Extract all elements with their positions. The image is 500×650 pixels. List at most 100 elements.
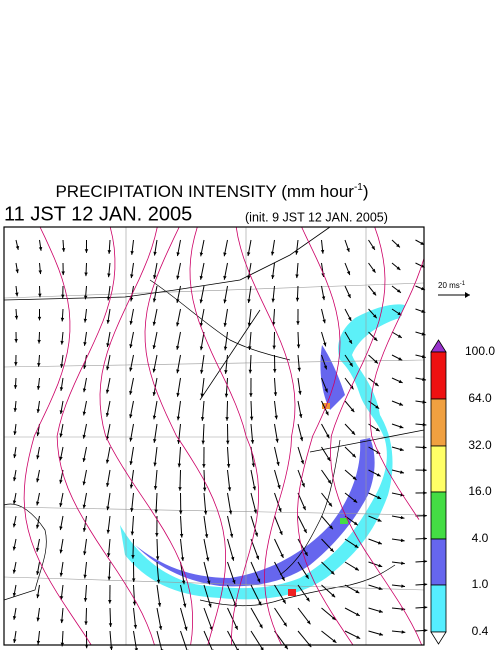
- wind-arrow-head: [371, 268, 376, 273]
- wind-arrow-head: [401, 561, 405, 565]
- wind-arrow-head: [129, 437, 133, 442]
- wind-arrow-head: [178, 487, 182, 491]
- wind-arrow-head: [59, 572, 64, 577]
- wind-arrow: [203, 607, 213, 631]
- wind-arrow-head: [397, 311, 402, 316]
- wind-arrow-head: [12, 546, 17, 551]
- wind-arrow-head: [106, 506, 110, 511]
- wind-arrow-head: [352, 476, 357, 480]
- wind-arrow-head: [199, 275, 204, 280]
- wind-arrow-head: [356, 635, 361, 639]
- wind-arrow-head: [372, 291, 377, 296]
- wind-arrow-head: [295, 274, 299, 279]
- wind-arrow-head: [12, 500, 17, 505]
- wind-arrow-head: [83, 551, 87, 556]
- colorbar-segment: [430, 584, 447, 633]
- wind-arrow-head: [278, 508, 282, 512]
- wind-arrow-head: [153, 275, 157, 279]
- wind-arrow-head: [59, 502, 63, 507]
- wind-arrow-head: [401, 584, 405, 588]
- wind-arrow-head: [109, 646, 114, 650]
- wind-arrow-head: [60, 317, 65, 322]
- wind-arrow-head: [131, 578, 136, 583]
- wind-arrow-head: [346, 271, 351, 276]
- wind-arrow-head: [249, 416, 254, 421]
- wind-arrow-head: [275, 438, 279, 443]
- wind-arrow-head: [224, 370, 228, 374]
- valid-time: 11 JST 12 JAN. 2005: [4, 203, 192, 225]
- pressure-contours: [23, 226, 425, 646]
- wind-arrow-head: [199, 346, 204, 351]
- wind-arrow-head: [398, 357, 403, 361]
- wind-arrow-head: [277, 484, 281, 489]
- wind-arrow-head: [84, 249, 89, 253]
- wind-arrow-head: [156, 579, 161, 584]
- wind-arrow-head: [331, 616, 336, 620]
- wind-arrow-head: [247, 299, 251, 303]
- wind-arrow-head: [12, 523, 17, 528]
- wind-arrow-head: [152, 368, 156, 373]
- wind-arrow-head: [298, 390, 302, 395]
- wind-arrow-head: [179, 510, 183, 515]
- wind-arrow-head: [201, 440, 205, 445]
- wind-arrow-head: [276, 461, 280, 466]
- wind-arrow-head: [133, 624, 138, 629]
- wind-arrow-head: [37, 316, 42, 321]
- wind-arrow-head: [176, 392, 180, 397]
- wind-arrow-head: [182, 603, 187, 608]
- wind-arrow-head: [296, 344, 301, 349]
- wind-arrow-head: [82, 434, 86, 439]
- wind-arrow-head: [200, 393, 204, 398]
- wind-arrow: [274, 584, 287, 604]
- wind-arrow-head: [348, 339, 352, 344]
- wind-arrow: [203, 515, 208, 539]
- wind-arrow-head: [351, 430, 356, 435]
- wind-arrow-head: [397, 334, 402, 338]
- wind-arrow-head: [106, 553, 111, 557]
- wind-arrow-head: [200, 417, 205, 421]
- wind-arrow-head: [302, 506, 306, 511]
- wind-arrow-head: [420, 241, 425, 245]
- wind-arrow-head: [83, 598, 88, 602]
- wind-arrow-head: [281, 576, 285, 581]
- wind-arrow-head: [59, 596, 64, 600]
- wind-arrow-head: [298, 414, 303, 418]
- wind-arrow-head: [132, 601, 137, 606]
- title-end: ): [363, 182, 369, 201]
- wind-arrow-head: [230, 556, 235, 561]
- isobar: [144, 226, 227, 646]
- wind-arrow-head: [129, 461, 133, 465]
- wind-arrow: [203, 584, 212, 608]
- wind-arrow-head: [331, 593, 336, 598]
- wind-arrow-head: [105, 436, 110, 441]
- wind-arrow-head: [326, 434, 330, 439]
- wind-arrow-head: [401, 630, 406, 634]
- wind-arrow-head: [82, 527, 87, 532]
- wind-arrow-head: [204, 534, 209, 538]
- wind-arrow-head: [247, 275, 251, 280]
- wind-arrow-head: [82, 411, 87, 416]
- wind-arrow-head: [129, 390, 133, 395]
- wind-arrow-head: [375, 405, 380, 409]
- wind-arrow-head: [208, 603, 212, 608]
- wind-arrow-head: [223, 275, 227, 280]
- wind-arrow-head: [59, 387, 64, 391]
- colorbar-label: 100.0: [465, 344, 495, 358]
- wind-arrow-head: [152, 345, 156, 350]
- wind-arrow-head: [38, 293, 42, 298]
- wind-arrow-head: [155, 556, 160, 561]
- wind-arrow-head: [176, 322, 180, 327]
- wind-arrow-head: [155, 533, 159, 537]
- wind-arrow-head: [83, 574, 87, 579]
- wind-arrow-head: [59, 479, 63, 484]
- wind-arrow-head: [14, 315, 19, 320]
- wind-arrow: [203, 492, 207, 515]
- wind-arrow-head: [306, 620, 311, 625]
- wind-arrow-head: [377, 518, 382, 522]
- isobar: [369, 258, 425, 520]
- wind-arrow-head: [179, 533, 184, 538]
- wind-arrow-head: [15, 269, 19, 274]
- wind-arrow-head: [355, 589, 360, 594]
- wind-arrow-head: [256, 578, 261, 583]
